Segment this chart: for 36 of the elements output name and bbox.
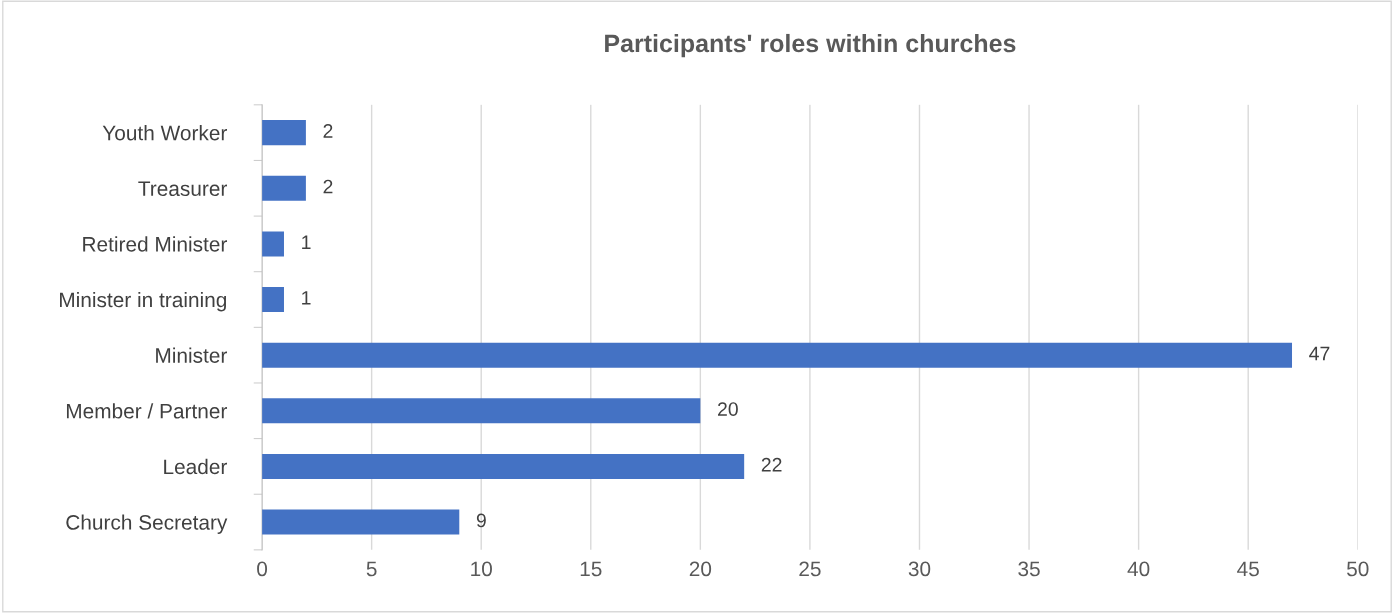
data-label: 9 (476, 513, 486, 528)
y-tick-label: Retired Minister (83, 236, 228, 252)
bar (262, 509, 460, 535)
y-tick-label: Minister (156, 347, 228, 363)
x-tick-label: 40 (1127, 561, 1150, 577)
x-tick-label: 5 (366, 561, 377, 577)
chart-title: Participants' roles within churches (605, 33, 1016, 58)
x-tick-label: 30 (908, 561, 931, 577)
data-label: 22 (761, 457, 782, 472)
y-tick-label: Minister in training (60, 291, 227, 312)
data-label: 47 (1309, 346, 1330, 361)
bar (262, 120, 306, 146)
x-tick-label: 35 (1018, 561, 1040, 577)
x-tick-label: 0 (257, 561, 268, 577)
y-tick-label: Church Secretary (66, 514, 228, 534)
bar (262, 398, 701, 424)
bar (262, 175, 306, 201)
x-tick-label: 15 (580, 561, 602, 577)
bar (262, 287, 284, 313)
data-label: 20 (717, 402, 738, 417)
y-tick-label: Member / Partner (66, 403, 228, 419)
y-tick-label: Treasurer (138, 181, 228, 197)
data-label: 1 (302, 235, 311, 249)
bar (262, 342, 1293, 368)
data-label: 2 (323, 179, 333, 194)
x-tick-label: 20 (689, 561, 712, 577)
x-tick-label: 50 (1347, 561, 1369, 577)
x-tick-label: 10 (471, 561, 492, 577)
data-label: 1 (302, 291, 311, 305)
y-tick-label: Leader (164, 458, 228, 475)
y-tick-label: Youth Worker (102, 125, 228, 141)
x-tick-label: 45 (1237, 561, 1259, 577)
x-tick-label: 25 (799, 561, 821, 577)
data-label: 2 (323, 124, 333, 138)
bar (262, 453, 745, 479)
bar (262, 231, 284, 257)
